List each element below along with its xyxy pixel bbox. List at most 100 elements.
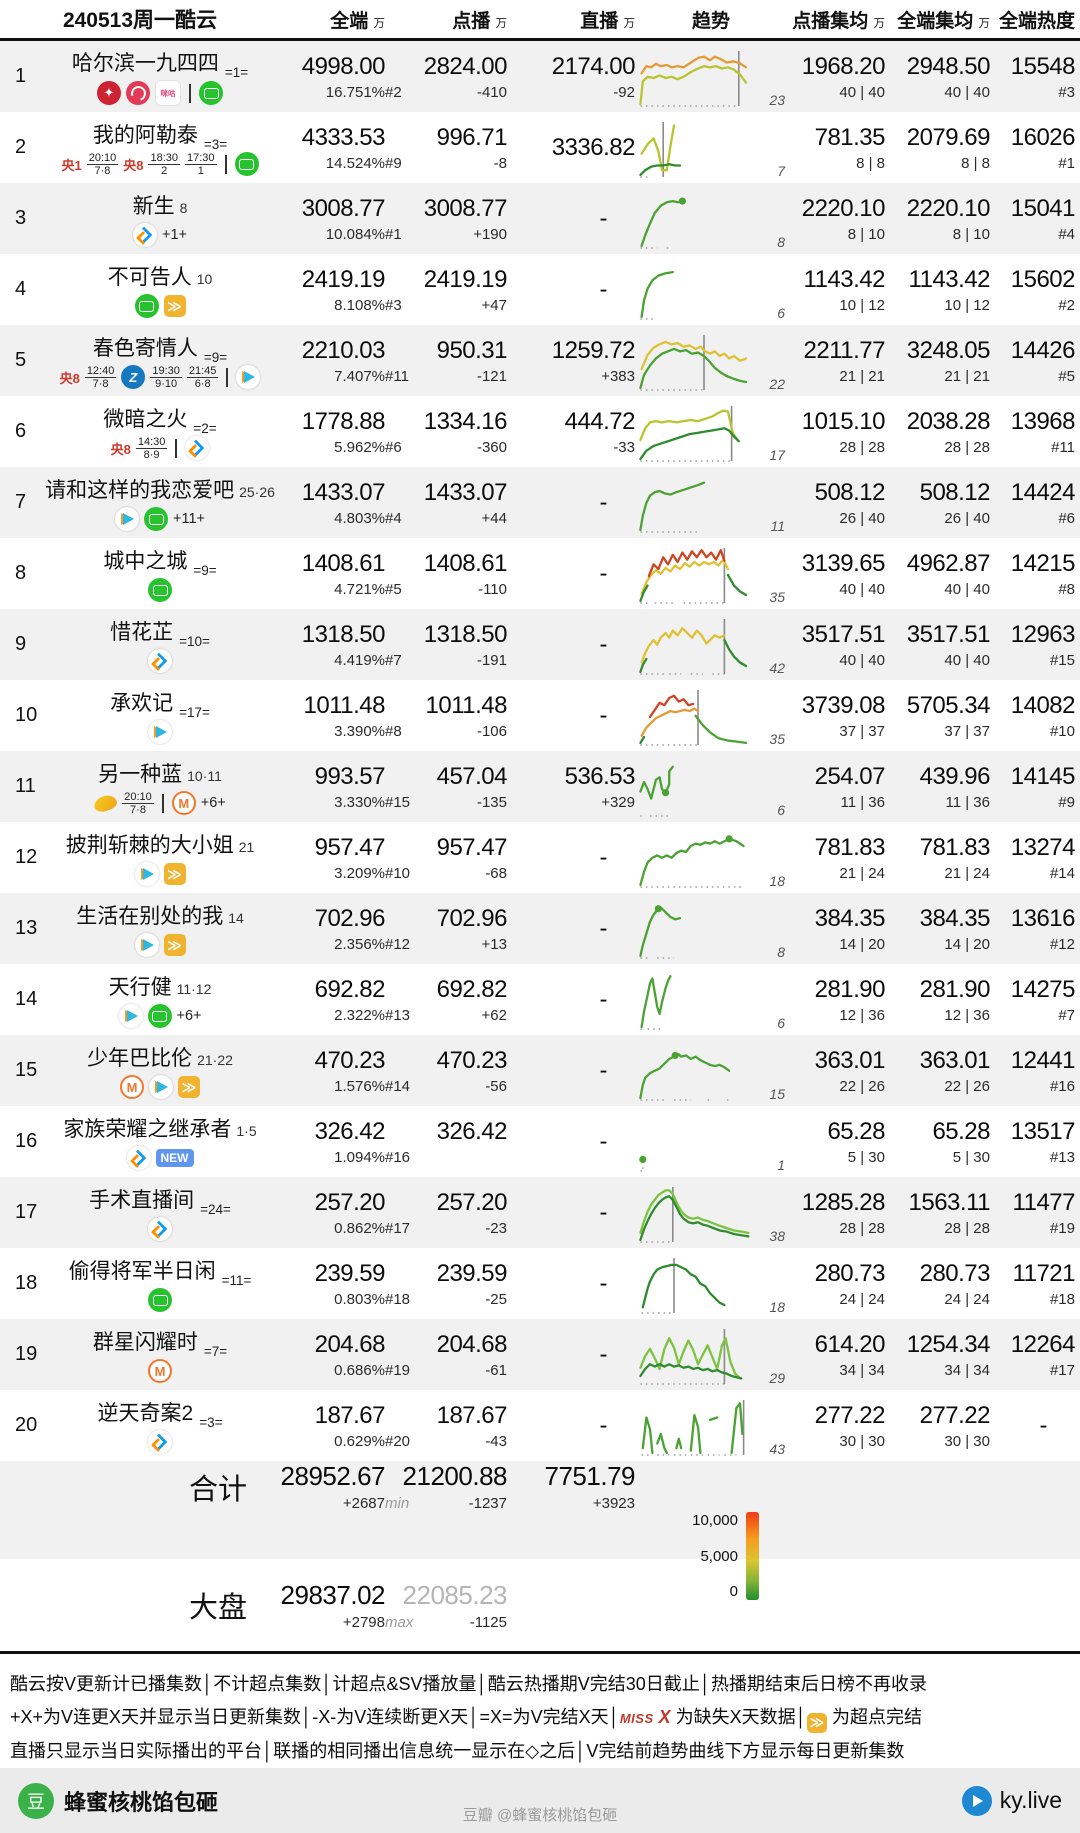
douban-icon: 豆 [18, 1782, 54, 1819]
title-line: 逆天奇案2 =3= [98, 1397, 223, 1430]
completion-status: =9= [193, 563, 217, 578]
legend-gradient-bar [746, 1512, 759, 1600]
trend-chart: 35 [635, 683, 787, 749]
rank-number: 16 [15, 1130, 38, 1152]
drama-title: 新生 [132, 195, 175, 218]
platforms-line [148, 578, 172, 602]
author-block: 豆 蜂蜜核桃馅包砸 [18, 1782, 218, 1819]
quanduan-avg-cell: 384.35 14 | 20 [919, 904, 991, 953]
iqiyi-icon [147, 1004, 172, 1028]
title-line: 手术直播间 =24= [89, 1184, 231, 1217]
trend-episodes-label: 17 [769, 446, 785, 463]
heat-cell: 12441 #16 [1010, 1046, 1076, 1095]
total-label: 合计 [188, 1473, 247, 1506]
total-row: 合计 28952.67 +2687 21200.88 min -1237 7751… [0, 1461, 1080, 1600]
quanduan-avg-cell: 2038.28 28 | 28 [906, 407, 991, 456]
trend-chart: 38 [635, 1180, 787, 1246]
zhibo-cell: - [599, 1340, 608, 1368]
rank-number: 6 [15, 420, 27, 442]
trend-chart: 15 [635, 1038, 787, 1104]
table-row: 18 偷得将军半日闲 =11= 239.59 0.803% 239.59 #18 -25 - 18… [0, 1248, 1080, 1319]
update-status: +11+ [173, 511, 205, 527]
zhibo-cell: - [599, 204, 608, 232]
air-time-episodes: 21:45 6·8 [186, 364, 219, 390]
dianbo-cell: 187.67 #20 -43 [385, 1401, 508, 1450]
table-row: 20 逆天奇案2 =3= 187.67 0.629% 187.67 #20 -43 - 43 277… [0, 1390, 1080, 1461]
footnotes: 酷云按V更新计已播集数│不计超点集数│计超点&SV播放量│酷云热播期V完结30日… [0, 1651, 1080, 1778]
title-line: 城中之城 =9= [103, 545, 217, 578]
trend-chart: 43 [635, 1393, 787, 1459]
total-quanduan: 28952.67 +2687 [280, 1461, 386, 1512]
rank-number: 11 [15, 775, 36, 797]
trend-episodes-label: 18 [769, 872, 785, 889]
dianbo-avg-cell: 1015.10 28 | 28 [801, 407, 886, 456]
zhejiang-tv-icon: Z [121, 365, 146, 389]
superpoint-icon: ≫ [806, 1712, 827, 1733]
trend-episodes-label: 43 [769, 1440, 785, 1457]
dianbo-cell: 1408.61 #5 -110 [385, 549, 508, 598]
title-cell: 另一种蓝 10·11 20:10 7·8 M +6+ [45, 758, 275, 816]
iqiyi-icon [134, 294, 159, 318]
completion-status: =24= [200, 1202, 231, 1217]
miss-marker: MISS [619, 1711, 654, 1726]
drama-title: 少年巴比伦 [87, 1047, 193, 1070]
drama-title: 城中之城 [103, 550, 188, 573]
platforms-line [148, 1430, 172, 1454]
trend-episodes-label: 6 [777, 1014, 785, 1031]
dianbo-cell: 257.20 #17 -23 [385, 1188, 508, 1237]
title-line: 家族荣耀之继承者 1·5 [63, 1113, 256, 1143]
dianbo-avg-cell: 65.28 5 | 30 [827, 1117, 885, 1166]
quanduan-avg-cell: 2079.69 8 | 8 [906, 123, 991, 172]
platforms-line: +11+ [115, 507, 205, 531]
rank-number: 8 [15, 562, 27, 584]
dianbo-avg-cell: 363.01 22 | 26 [814, 1046, 886, 1095]
trend-episodes-label: 15 [769, 1085, 785, 1102]
title-line: 承欢记 =17= [110, 687, 210, 720]
quanduan-avg-cell: 281.90 12 | 36 [919, 975, 991, 1024]
title-line: 另一种蓝 10·11 [98, 758, 222, 788]
rank-number: 2 [15, 136, 27, 158]
drama-title: 哈尔滨一九四四 [71, 52, 219, 75]
quanduan-cell: 1318.50 4.419% [301, 620, 386, 669]
youku-icon [148, 649, 172, 673]
table-row: 5 春色寄情人 =9= 央8 12:40 7·8 Z 19:30 9·10 21:45 6·8 221… [0, 325, 1080, 396]
title-cell: 城中之城 =9= [45, 545, 275, 602]
title-cell: 我的阿勒泰 =3= 央1 20:10 7·8 央8 18:30 2 17:30 1 [45, 119, 275, 177]
dianbo-avg-cell: 280.73 24 | 24 [814, 1259, 886, 1308]
quanduan-cell: 2210.03 7.407% [301, 336, 386, 385]
mgtv-icon: M [148, 1359, 172, 1383]
quanduan-avg-cell: 280.73 24 | 24 [919, 1259, 991, 1308]
dianbo-cell: 1433.07 #4 +44 [385, 478, 508, 527]
episode-note: 14 [228, 910, 244, 926]
trend-chart: 11 [635, 470, 787, 536]
air-time-episodes: 18:30 2 [148, 151, 180, 177]
rank-number: 13 [15, 917, 38, 939]
rank-number: 3 [15, 207, 27, 229]
col-zhibo: 直播 万 [580, 10, 635, 32]
footnote-line-1: 酷云按V更新计已播集数│不计超点集数│计超点&SV播放量│酷云热播期V完结30日… [10, 1674, 928, 1694]
trend-chart: 7 [635, 115, 787, 181]
title-cell: 不可告人 10 ≫ [45, 261, 275, 318]
title-cell: 微暗之火 =2= 央8 14:30 8·9 [45, 403, 275, 461]
trend-episodes-label: 11 [770, 517, 785, 534]
migu-icon: 咪咕 [155, 80, 181, 106]
zhibo-cell: - [599, 1269, 608, 1297]
total-zhibo: 7751.79 +3923 [544, 1461, 636, 1512]
quanduan-avg-cell: 3517.51 40 | 40 [906, 620, 991, 669]
jiangsu-tv-icon [126, 81, 150, 105]
zhibo-cell: - [599, 1411, 608, 1439]
heat-cell: 13616 #12 [1010, 904, 1076, 953]
rank-number: 7 [15, 491, 27, 513]
table-row: 1 哈尔滨一九四四 =1= ✦ 咪咕 4998.00 16.751% 2824.00 #2 -41… [0, 41, 1080, 112]
platforms-line: M ≫ [120, 1075, 200, 1099]
legend-max: 10,000 [692, 1512, 738, 1529]
quanduan-avg-cell: 1563.11 28 | 28 [908, 1188, 991, 1237]
dianbo-cell: 957.47 #10 -68 [385, 833, 508, 882]
dianbo-avg-cell: 2220.10 8 | 10 [801, 194, 886, 243]
youku-icon [148, 1217, 172, 1241]
platforms-line: 20:10 7·8 M +6+ [92, 791, 226, 816]
col-heat: 全端热度 [998, 10, 1075, 32]
dianbo-cell: 950.31 #11 -121 [385, 336, 508, 385]
iqiyi-icon [148, 578, 172, 602]
trend-episodes-label: 8 [777, 943, 785, 960]
